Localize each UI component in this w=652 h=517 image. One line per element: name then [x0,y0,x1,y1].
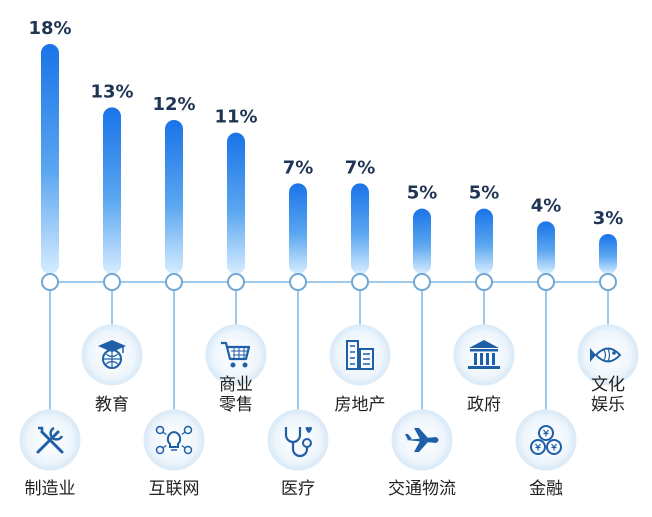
buildings-icon [346,340,374,370]
axis-node [599,273,617,291]
category-label: 制造业 [25,479,76,499]
category-label: 房地产 [335,395,386,415]
value-label: 7% [345,157,376,178]
category-label: 互联网 [149,479,200,499]
category-label: 文化娱乐 [591,375,625,415]
axis-node [227,273,245,291]
graduation-globe-icon [98,340,126,369]
value-label: 12% [152,94,195,115]
axis-node [165,273,183,291]
icon-circle [453,324,515,386]
value-label: 18% [28,18,71,39]
bar [599,234,617,274]
axis-node [351,273,369,291]
airplane-icon [405,428,439,452]
value-label: 4% [531,195,562,216]
bar [289,183,307,274]
value-label: 13% [90,81,133,102]
shopping-cart-icon [221,341,251,368]
category-label: 商业零售 [219,375,253,415]
government-building-icon [468,340,500,369]
category-label: 政府 [467,395,501,415]
axis-node [537,273,555,291]
value-label: 7% [283,157,314,178]
network-lightbulb-icon [155,425,193,455]
category-label: 教育 [95,395,129,415]
value-label: 3% [593,208,624,229]
fish-icon [590,347,622,363]
bar [227,132,245,274]
coins-icon [530,425,562,455]
bar [413,208,431,274]
axis-node [41,273,59,291]
category-label: 医疗 [281,479,315,499]
bar [537,221,555,274]
value-label: 5% [469,183,500,204]
category-label: 交通物流 [388,479,456,499]
axis-node [103,273,121,291]
bar [351,183,369,274]
stethoscope-icon [284,426,312,458]
axis-node [413,273,431,291]
bar [475,208,493,274]
bar [165,120,183,274]
axis-node [289,273,307,291]
category-label: 金融 [529,479,563,499]
axis-node [475,273,493,291]
tools-icon [36,426,64,454]
icon-circle [577,324,639,386]
bar [103,107,121,274]
value-label: 5% [407,183,438,204]
icon-circle [143,409,205,471]
bar [41,44,59,274]
value-label: 11% [214,107,257,128]
